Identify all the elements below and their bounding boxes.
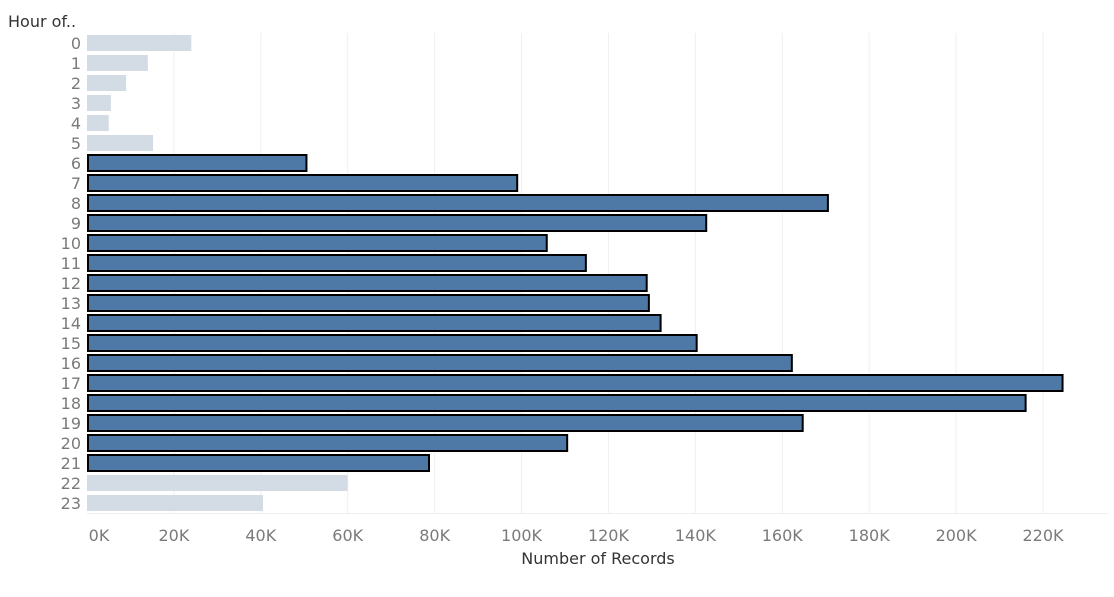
bar-hour-2[interactable] [87,75,127,91]
y-tick-label-8: 8 [71,194,81,213]
y-tick-label-6: 6 [71,154,81,173]
y-tick-label-12: 12 [61,274,81,293]
x-tick-label-20K: 20K [158,526,189,545]
bar-hour-18[interactable] [87,394,1027,412]
x-tick-label-40K: 40K [245,526,276,545]
bar-hour-13[interactable] [87,294,650,312]
bar-hour-17[interactable] [87,374,1064,392]
y-tick-label-17: 17 [61,374,81,393]
bar-hour-11[interactable] [87,254,587,272]
bar-hour-1[interactable] [87,55,148,71]
bar-hour-15[interactable] [87,334,698,352]
bar-hour-5[interactable] [87,135,154,151]
x-tick-label-160K: 160K [762,526,804,545]
x-axis-title: Number of Records [521,549,674,568]
x-tick-label-220K: 220K [1022,526,1064,545]
bar-hour-22[interactable] [87,475,348,491]
bar-hour-12[interactable] [87,274,648,292]
x-tick-label-80K: 80K [419,526,450,545]
y-tick-label-10: 10 [61,234,81,253]
x-tick-label-200K: 200K [936,526,978,545]
y-tick-label-0: 0 [71,34,81,53]
y-tick-label-18: 18 [61,394,81,413]
y-tick-label-7: 7 [71,174,81,193]
bar-hour-14[interactable] [87,314,662,332]
y-tick-label-20: 20 [61,434,81,453]
y-tick-label-14: 14 [61,314,81,333]
bar-hour-8[interactable] [87,194,829,212]
bar-hour-16[interactable] [87,354,793,372]
bar-hour-6[interactable] [87,154,308,172]
x-tick-label-100K: 100K [501,526,543,545]
bar-hour-4[interactable] [87,115,109,131]
x-tick-label-140K: 140K [675,526,717,545]
y-tick-label-11: 11 [61,254,81,273]
y-tick-label-3: 3 [71,94,81,113]
row-header-label: Hour of.. [8,12,76,31]
y-tick-label-4: 4 [71,114,81,133]
y-tick-label-9: 9 [71,214,81,233]
y-tick-label-5: 5 [71,134,81,153]
bar-hour-3[interactable] [87,95,111,111]
y-tick-label-1: 1 [71,54,81,73]
x-tick-label-180K: 180K [849,526,891,545]
gridlines [87,33,1108,514]
x-axis-ticks: 0K 20K 40K 60K 80K 100K 120K 140K 160K 180K 200K 22… [89,526,1064,545]
y-tick-label-19: 19 [61,414,81,433]
bar-hour-20[interactable] [87,434,569,452]
y-tick-label-15: 15 [61,334,81,353]
y-tick-label-13: 13 [61,294,81,313]
bars [87,35,1064,511]
x-tick-label-60K: 60K [332,526,363,545]
bar-hour-19[interactable] [87,414,804,432]
bar-hour-7[interactable] [87,174,519,192]
y-tick-label-16: 16 [61,354,81,373]
y-tick-label-23: 23 [61,494,81,513]
y-tick-label-21: 21 [61,454,81,473]
x-tick-label-0K: 0K [89,526,110,545]
bar-hour-10[interactable] [87,234,548,252]
bar-hour-21[interactable] [87,454,430,472]
bar-hour-23[interactable] [87,495,263,511]
y-tick-label-2: 2 [71,74,81,93]
y-tick-label-22: 22 [61,474,81,493]
bar-hour-9[interactable] [87,214,708,232]
bar-hour-0[interactable] [87,35,192,51]
x-tick-label-120K: 120K [588,526,630,545]
